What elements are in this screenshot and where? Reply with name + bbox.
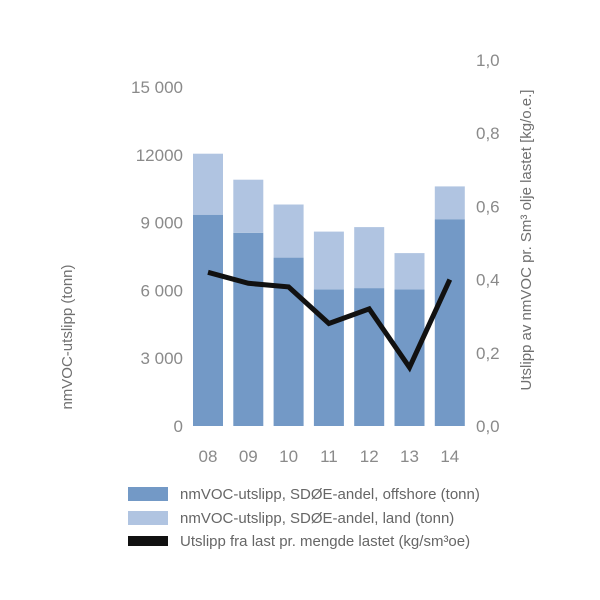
right-tick-label: 0,4 [476, 271, 500, 290]
right-axis-title: Utslipp av nmVOC pr. Sm³ olje lastet [kg… [518, 90, 535, 391]
right-tick-label: 0,0 [476, 417, 500, 436]
right-tick-label: 1,0 [476, 51, 500, 70]
x-tick-label: 13 [400, 447, 419, 466]
bar-land-13 [394, 253, 425, 290]
left-axis-title: nmVOC-utslipp (tonn) [59, 264, 76, 409]
x-tick-label: 09 [239, 447, 258, 466]
x-tick-label: 14 [440, 447, 459, 466]
legend-label: nmVOC-utslipp, SDØE-andel, offshore (ton… [180, 486, 480, 503]
legend-swatch-line [128, 536, 168, 546]
left-tick-label: 9 000 [140, 214, 183, 233]
bar-offshore-13 [394, 289, 425, 426]
bar-offshore-09 [233, 232, 264, 426]
bar-offshore-10 [273, 257, 304, 426]
legend-label: nmVOC-utslipp, SDØE-andel, land (tonn) [180, 510, 454, 527]
legend-label: Utslipp fra last pr. mengde lastet (kg/s… [180, 533, 470, 550]
legend-swatch-land [128, 511, 168, 525]
bar-land-10 [273, 204, 304, 258]
left-tick-label: 15 000 [131, 78, 183, 97]
x-tick-label: 10 [279, 447, 298, 466]
left-tick-label: 6 000 [140, 281, 183, 300]
left-tick-label: 3 000 [140, 349, 183, 368]
x-tick-label: 12 [360, 447, 379, 466]
bar-offshore-11 [313, 289, 344, 426]
bar-land-08 [193, 153, 223, 215]
left-tick-label: 12000 [136, 146, 183, 165]
bar-land-14 [434, 186, 465, 220]
bar-offshore-14 [434, 219, 465, 426]
right-tick-label: 0,2 [476, 344, 500, 363]
bar-land-11 [313, 231, 344, 290]
right-tick-label: 0,8 [476, 124, 500, 143]
bar-offshore-08 [193, 214, 223, 426]
right-tick-label: 0,6 [476, 197, 500, 216]
bar-land-09 [233, 179, 264, 233]
legend-swatch-offshore [128, 487, 168, 501]
bar-land-12 [354, 227, 385, 289]
x-tick-label: 08 [199, 447, 218, 466]
x-tick-label: 11 [320, 447, 338, 466]
left-tick-label: 0 [174, 417, 183, 436]
